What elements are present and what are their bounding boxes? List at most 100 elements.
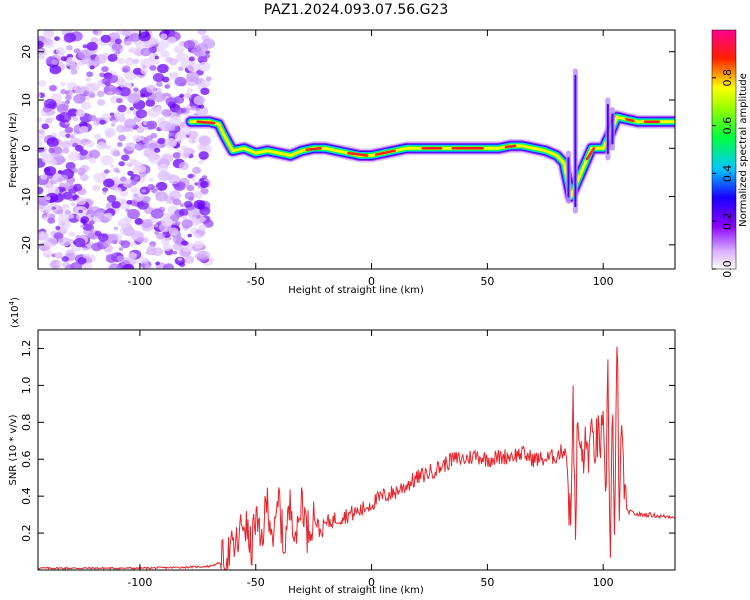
- noise-blob: [106, 194, 117, 203]
- noise-blob: [157, 63, 169, 74]
- snr-panel: -100 -50 0 50 100 0.2 0.4 0.6 0.8 1.0 1.2 Height …: [8, 297, 676, 596]
- noise-blob: [197, 61, 211, 72]
- noise-blob: [156, 232, 165, 240]
- colorbar-tick-label: 0.4: [721, 165, 734, 183]
- x-tick-label: -50: [247, 275, 265, 288]
- noise-blob: [78, 49, 91, 60]
- noise-blob: [38, 80, 47, 87]
- noise-blob: [126, 110, 131, 115]
- noise-blob: [201, 175, 208, 180]
- noise-blob: [204, 53, 210, 59]
- noise-blob: [169, 72, 174, 77]
- noise-blob: [131, 159, 140, 167]
- noise-blob: [129, 106, 135, 111]
- noise-blob: [97, 99, 106, 106]
- noise-blob: [149, 65, 157, 71]
- noise-blob: [113, 226, 119, 231]
- noise-blob: [127, 93, 141, 104]
- noise-blob: [73, 93, 86, 104]
- noise-blob: [64, 181, 74, 190]
- noise-blob: [190, 105, 197, 111]
- noise-blob: [75, 109, 85, 118]
- noise-blob: [126, 200, 133, 205]
- noise-blob: [175, 221, 181, 226]
- noise-blob: [104, 144, 112, 150]
- noise-blob: [198, 224, 207, 232]
- noise-blob: [130, 187, 139, 194]
- noise-blob: [70, 262, 83, 269]
- noise-blob: [198, 151, 209, 160]
- noise-blob: [112, 53, 118, 58]
- snr-x-ticks: -100 -50 0 50 100: [127, 330, 614, 589]
- noise-blob: [140, 47, 151, 57]
- noise-blob: [154, 147, 161, 153]
- noise-blob: [41, 123, 50, 130]
- y-tick-label: 20: [20, 45, 33, 59]
- noise-blob: [94, 230, 102, 237]
- noise-blob: [57, 170, 64, 174]
- noise-blob: [175, 107, 184, 115]
- noise-blob: [129, 32, 141, 42]
- noise-blob: [49, 84, 57, 92]
- noise-blob: [86, 71, 94, 77]
- noise-blob: [58, 130, 67, 138]
- noise-blob: [188, 130, 199, 139]
- noise-blob: [124, 118, 137, 129]
- snr-background: [38, 330, 675, 570]
- noise-blob: [126, 162, 132, 167]
- noise-blob: [153, 92, 166, 103]
- noise-blob: [103, 178, 115, 188]
- noise-blob: [40, 174, 48, 180]
- noise-blob: [205, 76, 212, 82]
- noise-blob: [96, 141, 107, 150]
- noise-blob: [121, 154, 130, 161]
- noise-blob: [85, 77, 92, 82]
- noise-blob: [111, 119, 118, 124]
- noise-blob: [51, 206, 57, 210]
- noise-blob: [54, 252, 64, 259]
- noise-blob: [44, 236, 58, 248]
- snr-x-axis-label: Height of straight line (km): [288, 585, 424, 596]
- x-tick-label: 0: [368, 576, 375, 589]
- noise-blob: [200, 87, 210, 96]
- noise-blob: [48, 147, 55, 154]
- noise-blob: [104, 169, 110, 174]
- noise-blob: [87, 60, 98, 69]
- noise-blob: [112, 252, 117, 256]
- noise-blob: [187, 173, 194, 179]
- noise-blob: [180, 60, 190, 68]
- noise-blob: [152, 72, 165, 83]
- noise-blob: [186, 88, 193, 94]
- noise-blob: [59, 182, 66, 188]
- noise-blob: [157, 170, 171, 181]
- noise-blob: [78, 171, 84, 176]
- noise-blob: [117, 57, 126, 65]
- noise-blob: [170, 197, 175, 201]
- noise-blob: [161, 153, 174, 164]
- noise-blob: [198, 135, 212, 146]
- noise-blob: [197, 55, 208, 64]
- colorbar: 0.0 0.2 0.4 0.6 0.8 Normalized spectral ampl…: [711, 29, 749, 278]
- trace-core: [585, 147, 596, 161]
- noise-blob: [55, 47, 66, 55]
- noise-blob: [161, 217, 173, 227]
- noise-blob: [141, 64, 147, 70]
- noise-blob: [187, 233, 192, 238]
- noise-blob: [155, 191, 169, 202]
- noise-blob: [59, 188, 64, 193]
- noise-blob: [128, 49, 133, 53]
- noise-blob: [70, 202, 76, 207]
- noise-blob: [38, 117, 43, 123]
- noise-blob: [63, 32, 77, 43]
- y-tick-label: -20: [20, 236, 33, 254]
- noise-blob: [181, 240, 188, 246]
- noise-blob: [145, 99, 156, 107]
- noise-blob: [193, 199, 206, 210]
- noise-blob: [122, 263, 135, 269]
- noise-blob: [64, 209, 71, 215]
- noise-blob: [174, 256, 186, 266]
- noise-blob: [181, 215, 188, 221]
- heatmap-noise-region: [38, 30, 216, 269]
- colorbar-tick-label: 0.8: [721, 69, 734, 87]
- noise-blob: [68, 238, 74, 243]
